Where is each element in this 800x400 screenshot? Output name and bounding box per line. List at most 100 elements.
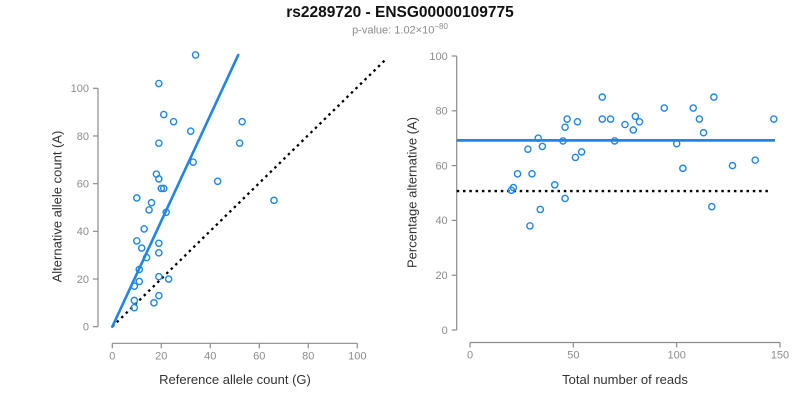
y-axis-tick-label: 0 (83, 322, 89, 334)
pvalue-base: 1.02×10 (394, 24, 435, 37)
left-chart-y-axis-label: Alternative allele count (A) (49, 130, 65, 283)
data-point (135, 277, 144, 286)
data-point (728, 161, 737, 170)
data-point (689, 104, 698, 112)
x-axis-tick-label: 80 (302, 350, 314, 362)
y-axis-tick-label: 0 (442, 325, 448, 337)
right-chart: 0 20 40 60 80 100 0 50 100 150 (429, 51, 789, 362)
y-axis-tick-label: 40 (435, 215, 447, 227)
data-point (550, 180, 559, 189)
data-point (563, 115, 571, 123)
y-axis-tick-label: 80 (435, 106, 447, 118)
data-point (524, 145, 532, 153)
data-point (238, 117, 246, 126)
data-point (598, 93, 607, 101)
data-point (751, 156, 760, 164)
data-point (598, 115, 607, 123)
x-axis-tick-label: 20 (155, 350, 167, 362)
regression-line (111, 53, 240, 329)
data-point (513, 170, 522, 178)
data-point (699, 128, 708, 137)
data-point (159, 184, 168, 193)
right-chart-x-axis-label: Total number of reads (562, 372, 688, 387)
data-point (145, 206, 153, 214)
y-axis-tick-label: 60 (77, 178, 89, 190)
data-point (135, 265, 144, 274)
data-point (130, 282, 139, 290)
data-point (635, 117, 644, 126)
data-point (621, 120, 629, 129)
data-point (507, 186, 516, 195)
data-point (191, 51, 200, 59)
data-point (561, 194, 569, 203)
data-point (528, 170, 536, 178)
data-point (672, 139, 681, 148)
data-point (137, 244, 146, 252)
data-point (159, 110, 168, 119)
data-point (157, 184, 166, 193)
x-axis-tick-label: 0 (109, 350, 115, 362)
data-point (164, 275, 173, 283)
data-point (130, 303, 139, 312)
data-point (150, 299, 158, 307)
data-point (147, 198, 156, 207)
data-point (132, 237, 141, 245)
data-point (573, 117, 582, 126)
data-point (155, 239, 163, 248)
figure-title: rs2289720 - ENSG00000109775 (286, 4, 514, 21)
y-axis-tick-label: 100 (71, 83, 89, 95)
data-point (571, 153, 580, 162)
data-point (629, 126, 638, 134)
pvalue-label: p-value: (352, 24, 395, 37)
data-point (559, 137, 567, 145)
data-point (708, 202, 716, 211)
x-axis-tick-label: 60 (253, 350, 265, 362)
data-point (132, 194, 141, 202)
pvalue-exponent: −80 (434, 22, 448, 31)
data-point (140, 225, 148, 233)
x-axis-tick-label: 150 (771, 350, 789, 362)
x-axis-tick-label: 40 (204, 350, 216, 362)
data-point (213, 177, 222, 186)
data-point (770, 115, 778, 123)
data-point (155, 248, 163, 257)
data-point (679, 164, 687, 173)
data-point (526, 222, 534, 230)
data-point (235, 139, 244, 147)
data-point (155, 139, 163, 147)
data-point (169, 117, 178, 126)
data-point (270, 196, 278, 205)
data-point (631, 112, 640, 121)
y-axis-tick-label: 20 (435, 270, 447, 282)
y-axis-tick-label: 100 (429, 51, 447, 63)
x-axis-tick-label: 100 (667, 350, 685, 362)
right-chart-y-axis-label: Percentage alternative (A) (404, 116, 420, 269)
data-point (695, 115, 704, 123)
data-point (142, 253, 151, 262)
data-point (130, 296, 139, 305)
data-point (155, 291, 163, 300)
y-axis-tick-label: 40 (77, 226, 89, 238)
data-point (536, 205, 545, 214)
left-chart: 0 20 40 60 80 100 0 20 40 60 80 100 (71, 51, 388, 362)
data-point (610, 137, 619, 145)
data-point (534, 134, 543, 142)
data-point (660, 104, 669, 112)
data-point (189, 158, 197, 167)
data-point (186, 127, 195, 136)
x-axis-tick-label: 50 (567, 350, 579, 362)
left-chart-x-axis-label: Reference allele count (G) (159, 372, 311, 387)
data-point (561, 123, 569, 132)
x-axis-tick-label: 100 (348, 350, 366, 362)
data-point (162, 208, 170, 217)
data-point (606, 115, 615, 123)
y-axis-tick-label: 60 (435, 160, 447, 172)
pvalue-subtitle: p-value: 1.02×10−80 (0, 22, 800, 37)
data-point (155, 175, 163, 183)
x-axis-tick-label: 0 (467, 350, 473, 362)
data-point (155, 272, 163, 281)
identity-line (111, 57, 388, 328)
data-point (710, 93, 718, 101)
